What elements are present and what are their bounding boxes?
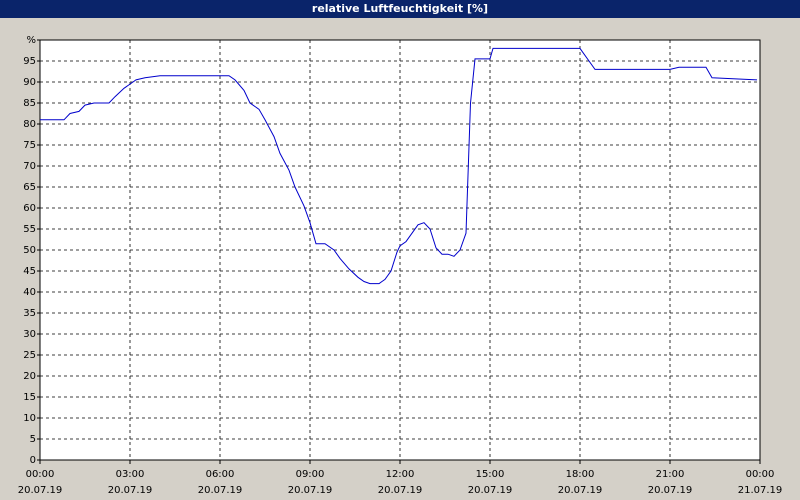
y-tick-label: % <box>26 35 36 46</box>
x-tick-label: 06:00 <box>206 469 235 480</box>
x-tick-date: 20.07.19 <box>558 485 603 496</box>
y-tick-label: 85 <box>23 98 36 109</box>
y-tick-label: 15 <box>23 392 36 403</box>
y-tick-label: 5 <box>30 434 36 445</box>
x-tick-date: 20.07.19 <box>288 485 333 496</box>
y-tick-label: 30 <box>23 329 36 340</box>
x-tick-label: 09:00 <box>296 469 325 480</box>
x-tick-date: 21.07.19 <box>738 485 783 496</box>
x-tick-label: 15:00 <box>476 469 505 480</box>
x-tick-date: 20.07.19 <box>468 485 513 496</box>
y-tick-label: 20 <box>23 371 36 382</box>
x-tick-date: 20.07.19 <box>18 485 63 496</box>
x-tick-label: 18:00 <box>566 469 595 480</box>
y-tick-label: 55 <box>23 224 36 235</box>
x-tick-date: 20.07.19 <box>648 485 693 496</box>
y-tick-label: 70 <box>23 161 36 172</box>
y-tick-label: 95 <box>23 56 36 67</box>
x-tick-label: 21:00 <box>656 469 685 480</box>
x-tick-date: 20.07.19 <box>108 485 153 496</box>
data-line <box>40 47 758 285</box>
y-tick-label: 35 <box>23 308 36 319</box>
x-tick-date: 20.07.19 <box>198 485 243 496</box>
y-tick-label: 60 <box>23 203 36 214</box>
y-tick-label: 65 <box>23 182 36 193</box>
y-tick-label: 80 <box>23 119 36 130</box>
x-tick-label: 00:00 <box>26 469 55 480</box>
y-tick-label: 10 <box>23 413 36 424</box>
x-tick-label: 03:00 <box>116 469 145 480</box>
y-tick-label: 50 <box>23 245 36 256</box>
y-tick-label: 25 <box>23 350 36 361</box>
y-tick-label: 0 <box>30 455 36 466</box>
x-tick-date: 20.07.19 <box>378 485 423 496</box>
x-tick-label: 00:00 <box>746 469 775 480</box>
y-tick-label: 40 <box>23 287 36 298</box>
x-tick-label: 12:00 <box>386 469 415 480</box>
y-tick-label: 90 <box>23 77 36 88</box>
plot-border <box>39 39 761 461</box>
y-tick-label: 45 <box>23 266 36 277</box>
y-tick-label: 75 <box>23 140 36 151</box>
title-bar: relative Luftfeuchtigkeit [%] <box>0 0 800 18</box>
